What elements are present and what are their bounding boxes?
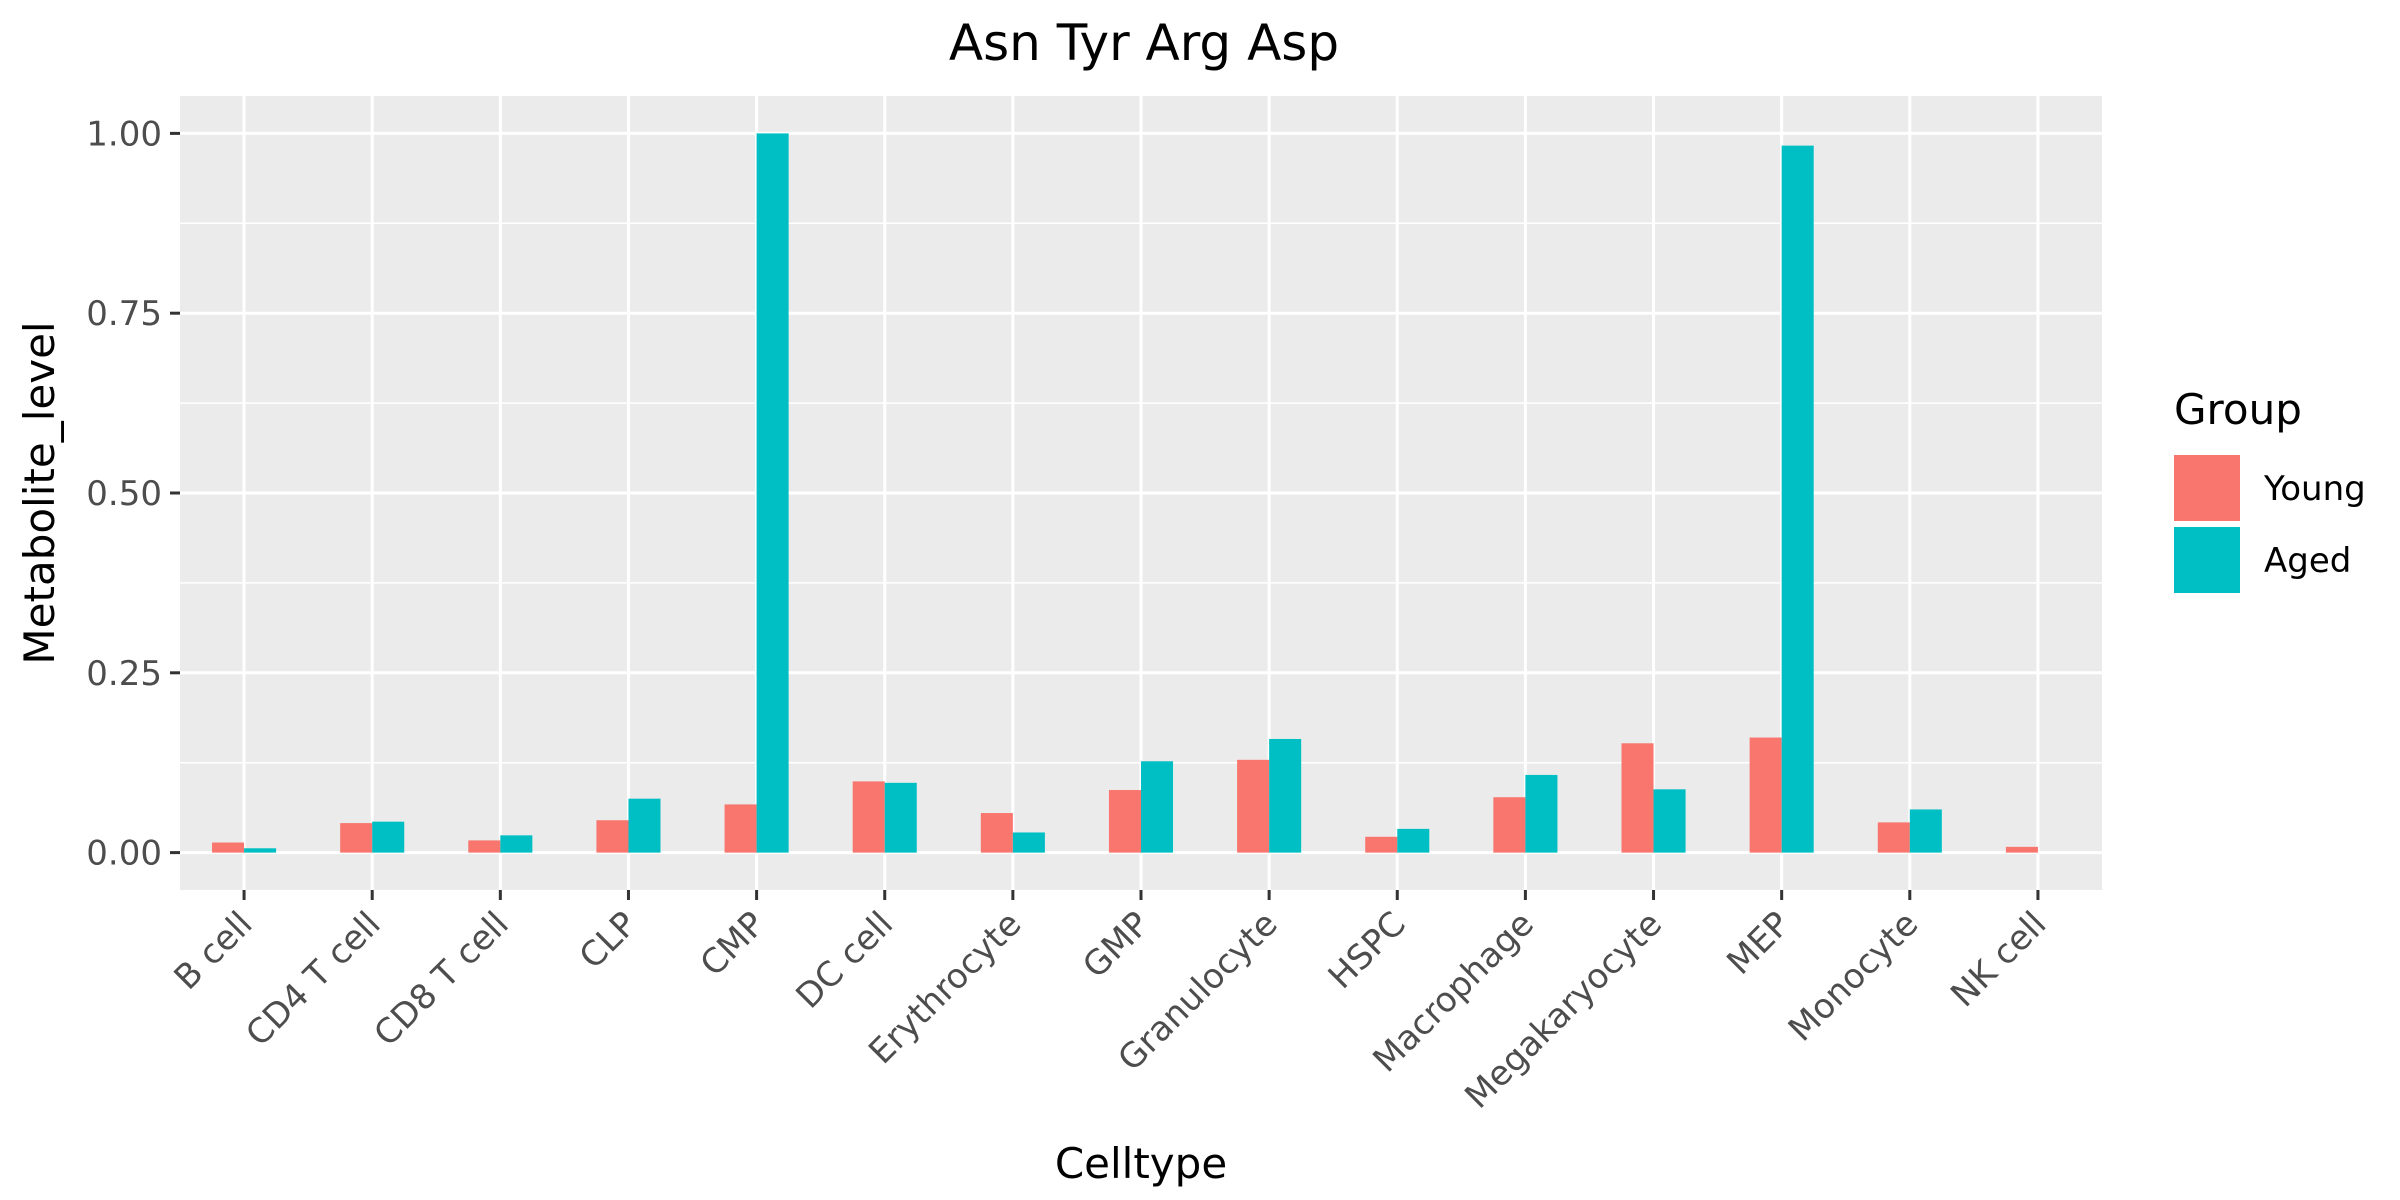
bar-young-monocyte (1877, 822, 1910, 853)
bar-aged-hspc (1397, 828, 1430, 853)
bar-aged-monocyte (1909, 809, 1942, 853)
bar-young-b-cell (212, 842, 245, 853)
x-tick-label: DC cell (789, 904, 902, 1017)
bar-aged-clp (628, 798, 661, 853)
bar-aged-gmp (1141, 761, 1174, 853)
y-tick-label: 0.25 (86, 654, 162, 694)
x-tick-label: CD4 T cell (238, 904, 388, 1054)
bar-aged-b-cell (244, 848, 277, 853)
bar-aged-macrophage (1525, 774, 1558, 853)
bar-aged-cd8-t-cell (500, 835, 533, 853)
bar-young-granulocyte (1237, 759, 1270, 853)
legend-label-young: Young (2263, 469, 2366, 509)
x-tick-label: HSPC (1321, 904, 1414, 997)
bar-young-hspc (1365, 836, 1398, 853)
bar-young-nk-cell (2005, 846, 2038, 853)
x-tick-label: B cell (167, 904, 261, 998)
bar-young-megakaryocyte (1621, 743, 1654, 853)
bar-aged-granulocyte (1269, 738, 1302, 853)
bar-young-cd4-t-cell (340, 823, 373, 853)
bar-young-erythrocyte (980, 813, 1013, 853)
legend: Group Young Aged (2174, 385, 2366, 593)
y-tick-label: 0.75 (86, 294, 162, 334)
legend-title: Group (2174, 385, 2302, 434)
y-axis: 0.00 0.25 0.50 0.75 1.00 (86, 114, 180, 874)
y-tick-label: 0.50 (86, 474, 162, 514)
bar-aged-cd4-t-cell (372, 821, 405, 853)
legend-key-young (2174, 455, 2240, 521)
bar-young-clp (596, 820, 629, 853)
x-axis-title: Celltype (1055, 1139, 1227, 1188)
bar-young-mep (1749, 737, 1782, 853)
y-tick-label: 1.00 (86, 114, 162, 154)
bar-young-gmp (1108, 790, 1141, 853)
bar-young-cd8-t-cell (468, 840, 501, 853)
legend-label-aged: Aged (2264, 541, 2351, 581)
bar-young-macrophage (1493, 797, 1526, 853)
x-tick-label: MEP (1719, 904, 1798, 983)
y-axis-title: Metabolite_level (15, 321, 64, 664)
bar-aged-mep (1781, 145, 1814, 853)
bar-young-dc-cell (852, 781, 885, 853)
bar-young-cmp (724, 804, 757, 853)
x-tick-label: GMP (1075, 904, 1157, 986)
legend-key-aged (2174, 527, 2240, 593)
x-tick-label: NK cell (1943, 904, 2054, 1015)
y-tick-label: 0.00 (86, 834, 162, 874)
x-tick-label: CD8 T cell (366, 904, 516, 1054)
chart-title: Asn Tyr Arg Asp (949, 14, 1339, 72)
x-tick-label: Monocyte (1781, 904, 1926, 1049)
bar-aged-cmp (756, 133, 789, 853)
x-tick-label: CMP (693, 904, 773, 984)
bar-aged-erythrocyte (1012, 832, 1045, 853)
x-tick-label: CLP (572, 904, 645, 977)
bar-aged-dc-cell (884, 782, 917, 853)
bars (212, 133, 2038, 853)
bar-aged-megakaryocyte (1653, 789, 1686, 853)
